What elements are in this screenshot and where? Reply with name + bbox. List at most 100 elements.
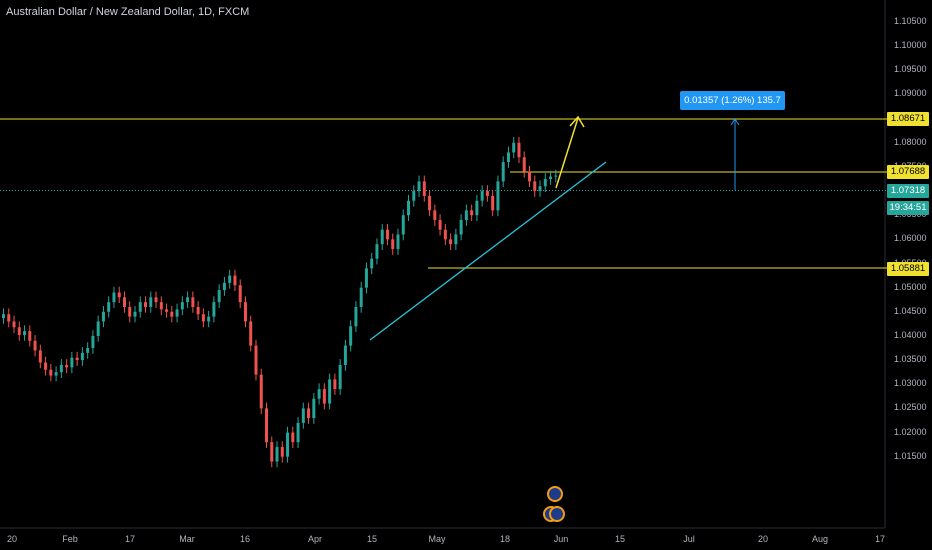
candle-body [412,191,416,201]
candle-body [175,309,179,317]
time-tick-label: 17 [124,534,136,544]
candle-body [522,157,526,172]
candle-body [128,306,132,317]
price-tick-label: 1.01500 [894,450,927,461]
candle-body [117,292,121,298]
candle-body [28,331,32,341]
candle-body [322,389,326,404]
price-tick-label: 1.05000 [894,281,927,292]
candle-body [396,234,400,250]
candle-body [506,152,510,163]
time-tick-label: 16 [239,534,251,544]
candle-body [75,357,79,361]
candle-body [528,171,531,182]
candle-body [154,297,158,303]
candle-body [286,432,290,457]
candle-body [401,215,405,235]
candle-body [107,302,111,312]
price-tick-label: 1.02500 [894,402,927,413]
candle-body [454,234,458,245]
candle-body [59,364,63,373]
candle-body [33,340,37,351]
candle-body [217,290,221,303]
candle-body [96,321,100,336]
price-tick-label: 1.09000 [894,88,927,99]
price-label-resistance-mid: 1.07688 [887,165,929,179]
price-tick-label: 1.10000 [894,40,927,51]
price-tick-label: 1.10500 [894,16,927,26]
candle-body [443,229,447,240]
price-tick-label: 1.03000 [894,378,927,389]
candle-body [554,175,558,177]
price-tick-label: 1.04500 [894,305,927,316]
candle-body [49,369,53,376]
candle-body [186,297,190,303]
time-tick-label: 20 [6,534,18,544]
measure-arrowhead [730,118,740,126]
bar-countdown-label: 19:34:51 [887,201,929,215]
candle-body [233,275,237,286]
candle-body [333,379,337,390]
candle-body [70,357,74,368]
time-tick-label: 15 [614,534,626,544]
candle-body [449,239,453,245]
candle-body [391,239,395,250]
symbol-title: Australian Dollar / New Zealand Dollar, … [6,6,250,18]
candle-body [417,181,421,192]
candle-body [480,191,484,201]
candle-body [86,348,90,353]
ascending-trendline [369,161,607,341]
projection-arrowhead [569,115,585,128]
candle-body [349,326,353,346]
price-tick-label: 1.06000 [894,233,927,244]
candle-body [359,287,363,307]
candle-body [485,191,489,196]
candle-body [307,408,311,419]
candle-body [407,200,411,216]
candle-body [249,321,253,346]
candle-body [38,350,42,363]
candle-body [23,331,27,335]
candle-body [80,352,84,361]
candle-body [459,220,463,235]
candle-body [238,285,242,303]
candle-body [138,302,142,312]
candle-body [338,364,342,390]
candle-body [291,432,295,443]
time-tick-label: Feb [62,534,78,544]
time-tick-label: 20 [757,534,769,544]
last-price-label: 1.07318 [887,184,929,198]
candle-body [159,302,163,310]
candle-body [296,422,300,443]
candle-body [101,311,105,322]
projection-arrow [555,117,579,189]
candle-body [464,210,468,221]
candle-body [375,244,379,259]
candle-body [122,297,126,307]
candle-body [301,408,305,423]
candle-body [259,374,263,409]
candle-body [144,302,148,307]
candle-body [543,178,547,187]
candle-body [228,275,232,283]
candle-body [428,195,432,211]
candle-body [133,311,137,317]
candle-body [328,379,332,404]
candle-body [501,162,505,182]
price-range-measure-label[interactable]: 0.01357 (1.26%) 135.7 [680,91,785,110]
candle-body [12,321,16,328]
candle-body [385,229,389,240]
event-flag-icon[interactable] [549,506,565,522]
candle-body [149,297,153,307]
candle-body [222,282,226,291]
candle-body [422,181,426,196]
price-tick-label: 1.04000 [894,329,927,340]
candle-body [312,398,316,419]
candle-body [54,372,58,376]
candle-body [254,345,258,375]
event-flag-icon[interactable] [547,486,563,502]
time-tick-label: 15 [366,534,378,544]
time-tick-label: Aug [811,534,829,544]
price-tick-label: 1.02000 [894,426,927,437]
